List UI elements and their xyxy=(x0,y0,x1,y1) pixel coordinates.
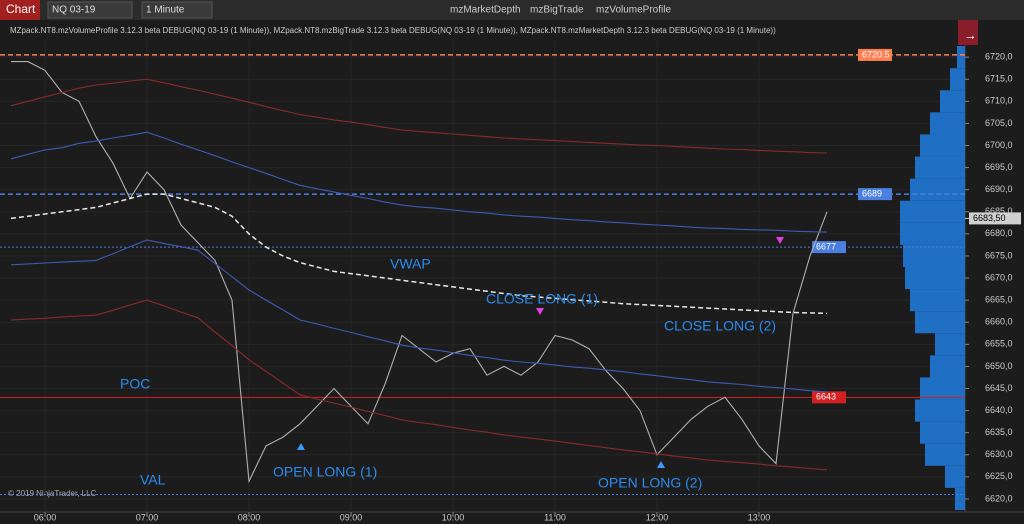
profile-bar xyxy=(920,134,965,157)
y-tick-label: 6655,0 xyxy=(985,339,1013,349)
profile-bar xyxy=(903,244,965,267)
profile-bar xyxy=(920,421,965,444)
profile-bar xyxy=(957,46,965,69)
annotation: OPEN LONG (1) xyxy=(273,464,377,480)
interval-select[interactable] xyxy=(141,1,213,19)
tool[interactable]: mzVolumeProfile xyxy=(596,5,671,16)
y-tick-label: 6645,0 xyxy=(985,383,1013,393)
x-tick-label: 11:00 xyxy=(544,512,566,522)
series-line xyxy=(10,193,828,315)
level-tag xyxy=(812,241,846,254)
profile-bar xyxy=(905,267,965,290)
tool[interactable]: mzBigTrade xyxy=(530,5,584,16)
annotation: VAL xyxy=(140,472,166,488)
toolbar xyxy=(0,0,1024,20)
annotation: POC xyxy=(120,376,150,392)
profile-bar xyxy=(930,112,965,135)
profile-bar xyxy=(955,487,965,510)
profile-bar xyxy=(940,90,965,113)
interval: 1 Minute xyxy=(146,5,185,16)
y-tick-label: 6680,0 xyxy=(985,228,1013,238)
y-tick-label: 6690,0 xyxy=(985,184,1013,194)
last-price-label: 6683,50 xyxy=(973,213,1006,223)
profile-bar xyxy=(920,377,965,400)
annotation: VWAP xyxy=(390,256,431,272)
y-tick-label: 6705,0 xyxy=(985,118,1013,128)
profile-bar xyxy=(925,443,965,466)
level-label: 6720.5 xyxy=(862,49,890,59)
y-tick-label: 6660,0 xyxy=(985,317,1013,327)
tool[interactable]: mzMarketDepth xyxy=(450,5,521,16)
series-line xyxy=(10,239,828,393)
profile-bar xyxy=(935,333,965,356)
y-tick-label: 6685,0 xyxy=(985,206,1013,216)
y-tick-label: 6700,0 xyxy=(985,140,1013,150)
x-tick-label: 06:00 xyxy=(34,512,57,522)
profile-bar xyxy=(900,222,965,245)
series-line xyxy=(10,299,828,471)
last-price-tag xyxy=(969,212,1021,225)
y-tick-label: 6665,0 xyxy=(985,295,1013,305)
annotation: CLOSE LONG (2) xyxy=(664,318,776,334)
instrument-select[interactable] xyxy=(47,1,133,19)
profile-bar xyxy=(910,178,965,201)
profile-bar xyxy=(915,311,965,334)
x-tick-label: 12:00 xyxy=(646,512,669,522)
x-tick-label: 13:00 xyxy=(748,512,771,522)
series-line xyxy=(11,61,828,484)
y-tick-label: 6630,0 xyxy=(985,449,1013,459)
x-tick-label: 10:00 xyxy=(442,512,465,522)
y-tick-label: 6670,0 xyxy=(985,272,1013,282)
instrument: NQ 03-19 xyxy=(52,5,96,16)
y-tick-label: 6625,0 xyxy=(985,471,1013,481)
profile-bar xyxy=(950,68,965,91)
indicator-line: MZpack.NT8.mzVolumeProfile 3.12.3 beta D… xyxy=(10,26,776,35)
annotation: CLOSE LONG (1) xyxy=(486,291,598,307)
annotation: OPEN LONG (2) xyxy=(598,475,702,491)
y-tick-label: 6720,0 xyxy=(985,52,1013,62)
profile-bar xyxy=(930,355,965,378)
series-line xyxy=(10,78,828,154)
profile-header xyxy=(958,20,978,45)
x-tick-label: 07:00 xyxy=(136,512,159,522)
profile-bar xyxy=(915,399,965,422)
y-tick-label: 6620,0 xyxy=(985,493,1013,503)
profile-bar xyxy=(910,289,965,312)
profile-bar xyxy=(915,156,965,179)
level-label: 6689 xyxy=(862,188,882,198)
series-line xyxy=(10,131,828,233)
profile-bar xyxy=(900,200,965,223)
x-tick-label: 09:00 xyxy=(340,512,363,522)
level-tag xyxy=(858,188,892,201)
tab[interactable] xyxy=(0,0,40,20)
y-tick-label: 6710,0 xyxy=(985,96,1013,106)
window-title: Chart xyxy=(6,2,36,16)
x-tick-label: 08:00 xyxy=(238,512,261,522)
y-tick-label: 6695,0 xyxy=(985,162,1013,172)
nav-arrow[interactable]: → xyxy=(964,27,977,42)
level-label: 6643 xyxy=(816,392,836,402)
y-tick-label: 6640,0 xyxy=(985,405,1013,415)
y-tick-label: 6715,0 xyxy=(985,74,1013,84)
level-tag xyxy=(858,48,892,61)
profile-bar xyxy=(945,465,965,488)
level-label: 6677 xyxy=(816,241,836,251)
y-tick-label: 6675,0 xyxy=(985,250,1013,260)
copyright: © 2019 NinjaTrader, LLC xyxy=(8,489,97,498)
y-tick-label: 6650,0 xyxy=(985,361,1013,371)
level-tag xyxy=(812,391,846,404)
y-tick-label: 6635,0 xyxy=(985,427,1013,437)
